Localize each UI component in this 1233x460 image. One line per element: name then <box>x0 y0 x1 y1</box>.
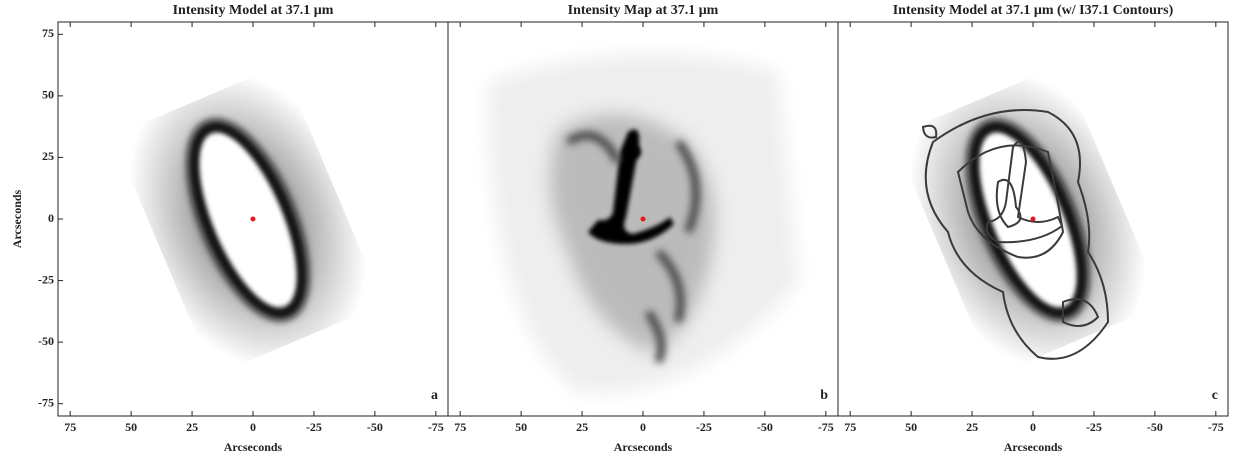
x-tick-label: 75 <box>844 420 856 434</box>
panel-label: b <box>820 388 828 403</box>
y-tick-label: 0 <box>48 211 54 225</box>
x-tick-label: 75 <box>64 420 76 434</box>
panel-title: Intensity Model at 37.1 μm (w/ I37.1 Con… <box>893 3 1174 18</box>
x-tick-label: 0 <box>640 420 646 434</box>
x-axis-label: Arcseconds <box>224 440 283 454</box>
image-c <box>893 64 1164 375</box>
x-tick-label: 25 <box>966 420 978 434</box>
center-marker <box>1030 216 1036 222</box>
x-tick-label: -75 <box>1208 420 1224 434</box>
image-a <box>113 64 384 375</box>
x-tick-label: -75 <box>818 420 834 434</box>
y-tick-label: -25 <box>38 272 54 286</box>
center-marker <box>640 216 646 222</box>
x-tick-label: -50 <box>757 420 773 434</box>
x-tick-label: 25 <box>576 420 588 434</box>
x-tick-label: 25 <box>186 420 198 434</box>
panel-title: Intensity Map at 37.1 μm <box>568 3 719 18</box>
x-tick-label: -25 <box>696 420 712 434</box>
x-tick-label: -25 <box>306 420 322 434</box>
x-axis-label: Arcseconds <box>614 440 673 454</box>
x-tick-label: 50 <box>125 420 137 434</box>
y-tick-label: 75 <box>42 26 54 40</box>
x-tick-label: 75 <box>454 420 466 434</box>
y-tick-label: 50 <box>42 88 54 102</box>
x-axis-label: Arcseconds <box>1004 440 1063 454</box>
x-tick-label: -75 <box>428 420 444 434</box>
y-tick-label: -75 <box>38 395 54 409</box>
x-tick-label: 50 <box>515 420 527 434</box>
center-marker <box>250 216 256 222</box>
x-tick-label: -50 <box>1147 420 1163 434</box>
x-tick-label: 0 <box>250 420 256 434</box>
panel-label: c <box>1212 388 1218 403</box>
x-tick-label: 50 <box>905 420 917 434</box>
panel-label: a <box>431 388 438 403</box>
x-tick-label: -50 <box>367 420 383 434</box>
panel-title: Intensity Model at 37.1 μm <box>173 3 334 18</box>
y-tick-label: 25 <box>42 149 54 163</box>
image-b <box>488 54 798 393</box>
y-tick-label: -50 <box>38 334 54 348</box>
x-tick-label: -25 <box>1086 420 1102 434</box>
x-tick-label: 0 <box>1030 420 1036 434</box>
y-axis-label: Arcseconds <box>10 189 24 248</box>
